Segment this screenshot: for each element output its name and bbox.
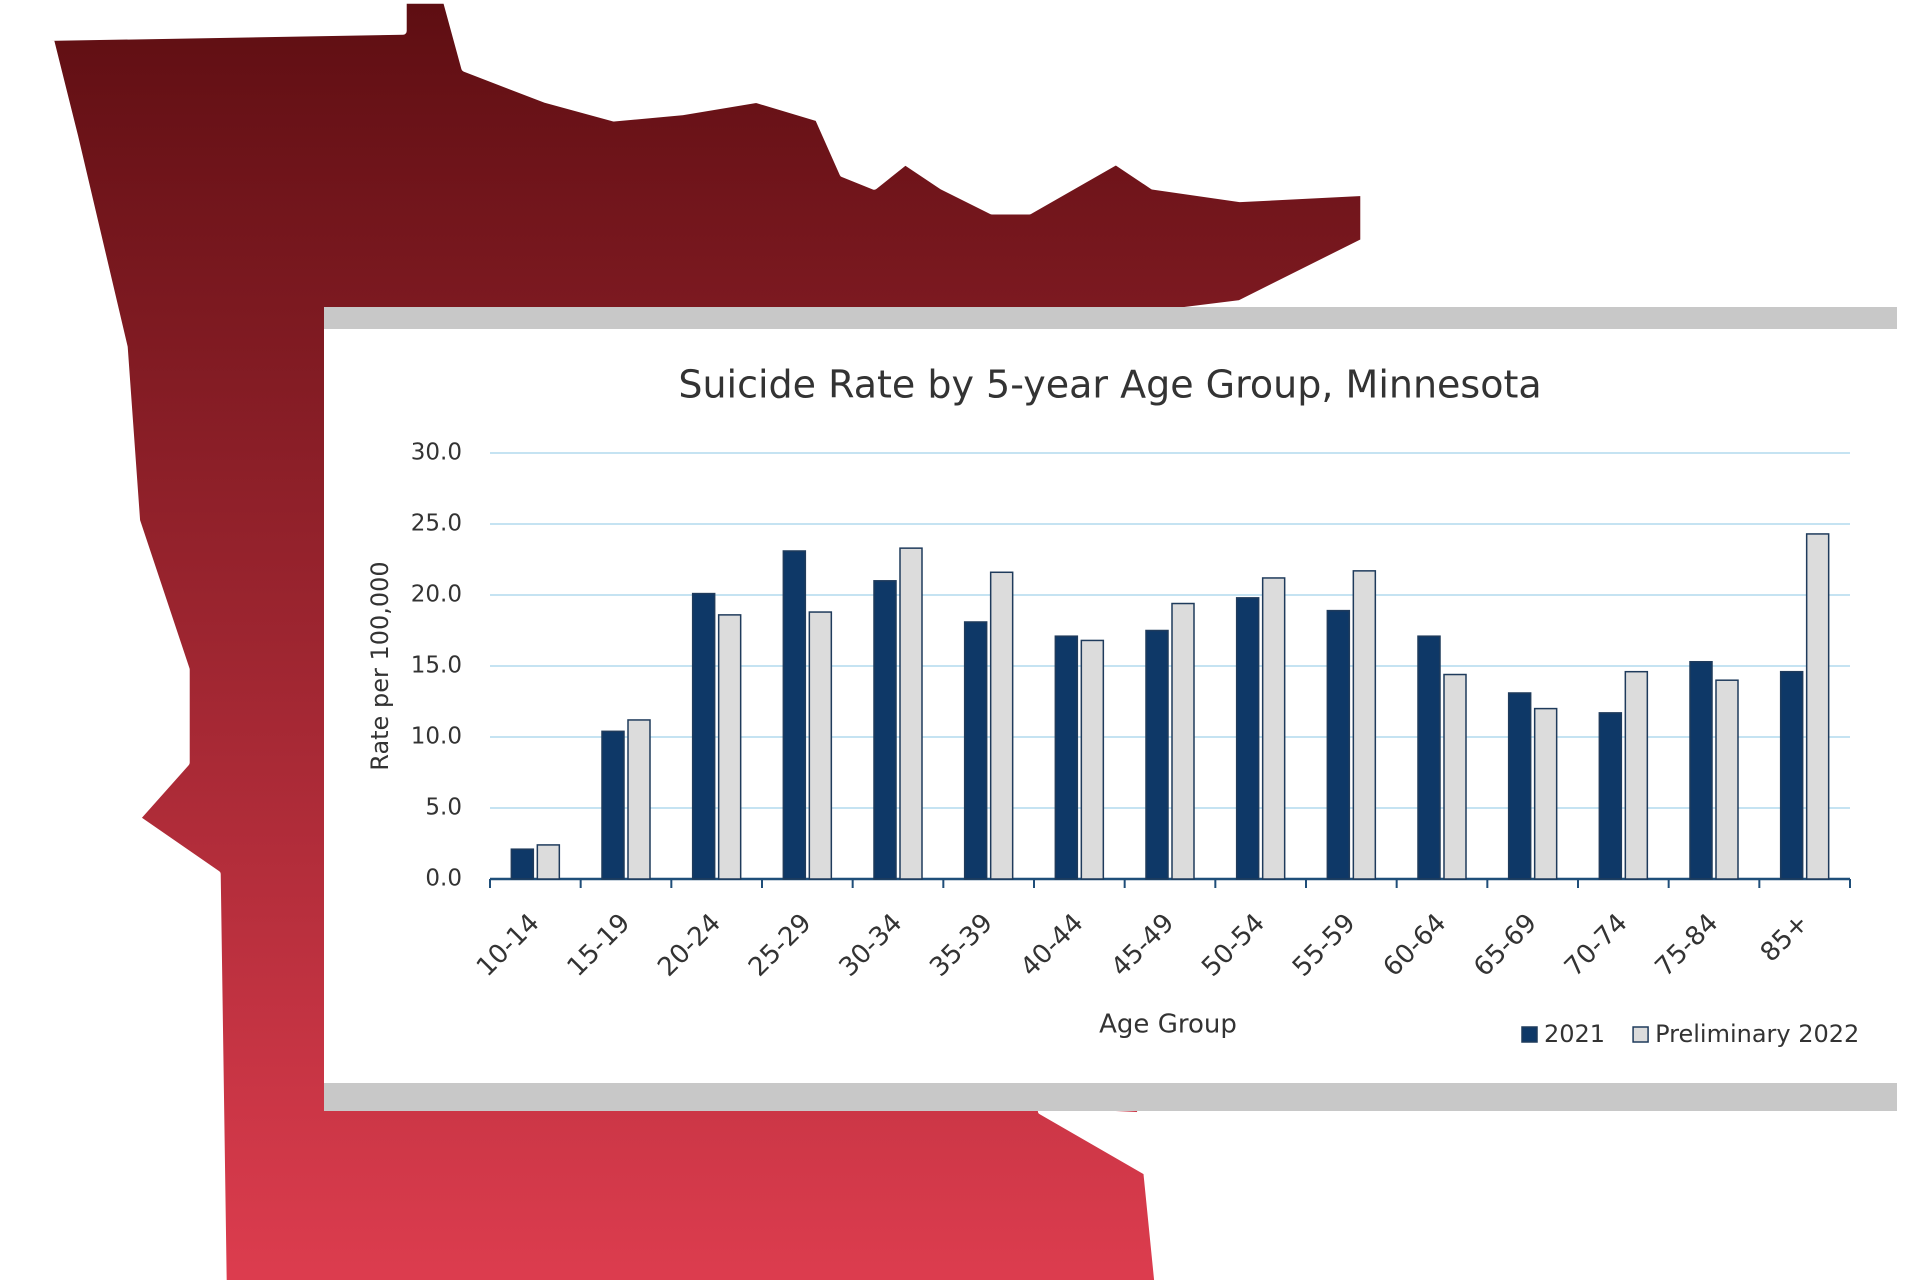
bar [963, 621, 988, 880]
chart-panel [324, 307, 1897, 1111]
bar [1507, 692, 1532, 880]
y-tick-label: 0.0 [425, 866, 462, 892]
bar [1624, 670, 1649, 880]
bar [1779, 670, 1804, 880]
bar [1443, 673, 1467, 880]
bar [1171, 602, 1195, 880]
bar [1326, 609, 1351, 880]
y-tick-label: 5.0 [425, 795, 462, 821]
bar [1533, 707, 1558, 880]
y-tick-label: 10.0 [411, 724, 462, 750]
bar [1805, 533, 1830, 880]
bar [627, 719, 651, 880]
bar [1235, 597, 1260, 880]
bar [601, 730, 625, 880]
bar [1352, 570, 1377, 880]
bar [1261, 577, 1286, 880]
bar [808, 611, 833, 880]
bar [989, 571, 1014, 880]
bar [1715, 679, 1739, 880]
chart-title: Suicide Rate by 5-year Age Group, Minnes… [678, 363, 1541, 407]
y-tick-label: 15.0 [411, 653, 462, 679]
legend-swatch [1521, 1026, 1538, 1043]
bar [1689, 660, 1713, 880]
bar [1080, 639, 1105, 880]
bar [536, 844, 561, 880]
bar [1598, 712, 1623, 880]
bar [717, 614, 742, 880]
bar [873, 580, 897, 880]
bar [1054, 635, 1079, 880]
bar [510, 848, 535, 880]
y-tick-label: 20.0 [411, 582, 462, 608]
bar [691, 592, 716, 880]
x-axis-label: Age Group [1099, 1010, 1237, 1040]
bar [899, 547, 923, 880]
bar [1145, 629, 1169, 880]
bar [782, 550, 807, 880]
panel-bar-top [324, 307, 1897, 329]
y-tick-label: 30.0 [411, 440, 462, 466]
legend-label: Preliminary 2022 [1655, 1020, 1859, 1048]
bar [1417, 635, 1441, 880]
legend-label: 2021 [1544, 1020, 1605, 1048]
y-tick-label: 25.0 [411, 511, 462, 537]
panel-bar-bottom [324, 1083, 1897, 1111]
legend-swatch [1632, 1026, 1649, 1043]
y-axis-label: Rate per 100,000 [366, 561, 394, 770]
